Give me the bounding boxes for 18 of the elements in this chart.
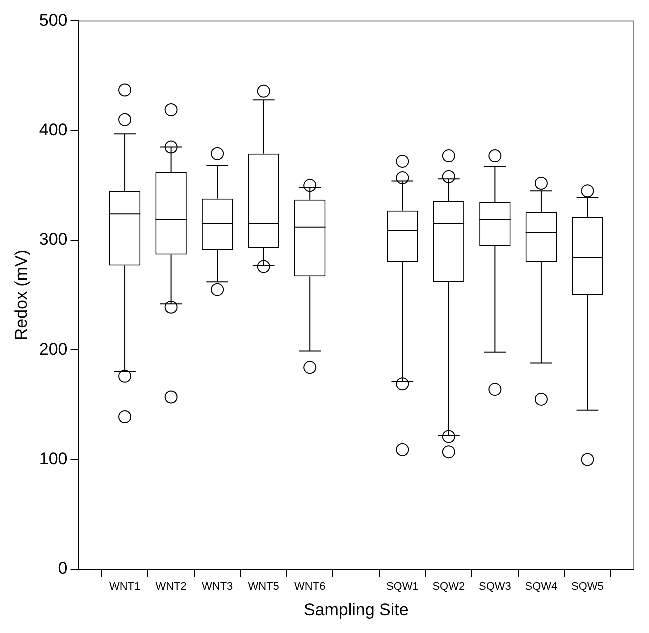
x-tick-label: SQW5: [572, 581, 604, 594]
y-tick-label: 300: [39, 230, 68, 250]
x-tick-label: SQW4: [525, 581, 558, 594]
y-tick-label: 500: [39, 10, 68, 30]
x-tick-label: SQW2: [432, 581, 466, 594]
x-tick-label: SQW1: [386, 581, 419, 594]
x-axis-title: Sampling Site: [304, 600, 409, 620]
y-tick-label: 200: [39, 340, 68, 359]
y-tick-label: 0: [58, 559, 68, 578]
x-tick-label: WNT3: [202, 581, 234, 594]
y-axis-title: Redox (mV): [12, 250, 31, 341]
x-tick-label: WNT6: [294, 581, 326, 594]
x-tick-label: WNT1: [109, 581, 141, 594]
x-tick-label: WNT5: [248, 581, 280, 594]
y-tick-label: 100: [39, 449, 68, 468]
y-tick-label: 400: [39, 120, 68, 140]
x-tick-label: WNT2: [156, 581, 187, 594]
x-tick-label: SQW3: [478, 581, 512, 594]
